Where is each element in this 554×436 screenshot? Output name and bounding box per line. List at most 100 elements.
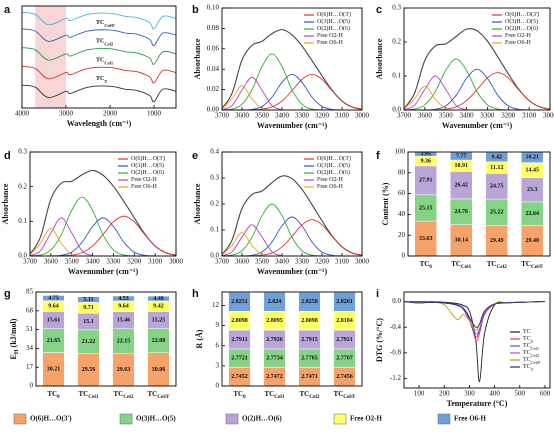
legend-label: O(3)H…O(5)	[131, 162, 164, 169]
legend-label-main: O(3)H…O(5)	[317, 18, 350, 25]
value-label: 24.75	[490, 184, 504, 190]
legend-label: TCCel/F	[523, 357, 541, 364]
series-curve	[403, 75, 550, 111]
x-tick-label: 3000	[59, 110, 74, 118]
y-tick-label: 0.3	[392, 4, 401, 12]
x-category-label-sub: 0	[429, 264, 432, 270]
x-tick-label: 3600	[235, 112, 250, 120]
y-axis-label: R (Å)	[195, 329, 204, 348]
curve-label-sub: Cel1	[104, 60, 113, 65]
bar-segment	[147, 295, 170, 302]
legend-label: TC0	[523, 336, 534, 343]
legend-label: O(6)H…O(3')	[131, 155, 165, 162]
y-tick-label: 0.0	[392, 106, 401, 114]
y-tick-label: 0.2	[392, 38, 401, 46]
y-tick-label: 0.4	[210, 148, 219, 156]
panel-letter: e	[192, 150, 198, 162]
x-category-label: TC0	[233, 390, 246, 401]
x-axis-label: Temperature (°C)	[447, 399, 508, 408]
y-tick-label: 80	[398, 168, 406, 176]
x-tick-label: 4000	[15, 110, 30, 118]
plot-frame	[35, 291, 177, 387]
x-category-label: TCCel/F	[334, 390, 356, 401]
value-label: 4.46	[153, 296, 164, 302]
x-tick-label: 3100	[522, 112, 537, 120]
y-axis-label: Absorbance	[193, 38, 202, 79]
legend-label-main: TC	[523, 336, 531, 342]
legend-label-main: Free O6-H	[317, 184, 343, 190]
series-curve	[21, 47, 177, 65]
x-category-label-main: TC	[114, 390, 124, 398]
x-axis-label: Wavenumber (cm⁻¹)	[257, 267, 328, 276]
value-label: 14.45	[526, 168, 540, 174]
highlight-region	[35, 6, 66, 108]
x-tick-label: 600	[540, 390, 551, 398]
y-axis-label-sub: H	[14, 349, 20, 354]
legend-label-sub: Cel2	[531, 353, 540, 358]
x-tick-label: 1000	[147, 110, 162, 118]
y-axis-label: Absorbance	[193, 183, 202, 224]
value-label: 2.8251	[231, 299, 248, 305]
y-axis-label-main: Absorbance	[193, 38, 202, 79]
x-category-label-main: TC	[265, 390, 275, 398]
x-tick-label: 400	[489, 390, 500, 398]
y-tick-label: 0	[402, 252, 406, 260]
x-category-label: TCCel1	[265, 390, 285, 401]
x-axis-label: Wavenumber (cm⁻¹)	[442, 121, 513, 130]
x-category-label-main: TC	[47, 390, 57, 398]
y-axis-label: Absorbance	[375, 38, 384, 79]
plot-frame	[221, 7, 363, 111]
y-tick-label: 0.02	[207, 85, 220, 93]
legend-label: O(3)H…O(5)	[136, 415, 176, 423]
x-tick-label: 3000	[355, 258, 370, 266]
x-tick-label: 3300	[295, 258, 310, 266]
y-tick-label: 85	[26, 288, 34, 296]
panel-letter: g	[4, 288, 11, 300]
y-tick-label: 0.10	[207, 4, 220, 12]
x-category-label-main: TC	[451, 260, 461, 268]
y-axis-label-main: DTG (%/°C)	[375, 318, 384, 362]
value-label: 22.08	[152, 338, 166, 344]
legend-label-main: O(6)H…O(3')	[317, 11, 351, 18]
value-label: 4.75	[48, 295, 59, 301]
y-tick-label: -0.8	[390, 348, 402, 356]
x-category-label-main: TC	[334, 390, 344, 398]
value-label: 26.42	[455, 183, 469, 189]
value-label: 2.7452	[231, 374, 248, 380]
legend-label-main: TC	[523, 357, 531, 363]
x-category-label-sub: Cel1	[274, 394, 285, 400]
x-tick-label: 3400	[460, 112, 475, 120]
x-tick-label: 3300	[106, 258, 121, 266]
plot-frame	[403, 7, 551, 111]
value-label: 9.64	[48, 303, 59, 309]
value-label: 2.7456	[336, 374, 353, 380]
curve-label: TCCel1	[96, 58, 114, 65]
legend-label-main: Free O2-H	[317, 33, 343, 39]
series-curve	[403, 301, 545, 328]
value-label: 21.22	[82, 339, 96, 345]
value-label: 2.7911	[231, 337, 247, 343]
series-curve	[29, 215, 177, 257]
legend-label-main: Free O2-H	[131, 177, 157, 183]
value-label: 9.71	[83, 305, 94, 311]
legend-swatch	[437, 413, 451, 425]
x-category-label-main: TC	[233, 390, 243, 398]
value-label: 25.22	[490, 210, 504, 216]
bar-segment	[112, 295, 135, 302]
legend-label: O(2)H…O(6)	[317, 25, 350, 32]
legend-label: O(6)H…O(3')	[317, 11, 351, 18]
x-tick-label: 3400	[86, 258, 101, 266]
legend-label-main: Free O2-H	[505, 33, 531, 39]
y-tick-label: 12	[212, 301, 220, 309]
legend-label: O(2)H…O(6)	[317, 169, 350, 176]
value-label: 21.65	[47, 338, 61, 344]
legend-label-main: O(2)H…O(6)	[131, 169, 164, 176]
plot-frame	[403, 291, 551, 389]
y-tick-label: 17	[26, 363, 34, 371]
value-label: 2.8095	[266, 318, 283, 324]
x-category-label-sub: Cel/F	[343, 394, 355, 400]
legend-label: O(2)H…O(6)	[131, 169, 164, 176]
value-label: 2.7721	[231, 356, 248, 362]
x-category-label: TCCel/F	[148, 390, 170, 401]
x-category-label: TC0	[420, 260, 433, 271]
